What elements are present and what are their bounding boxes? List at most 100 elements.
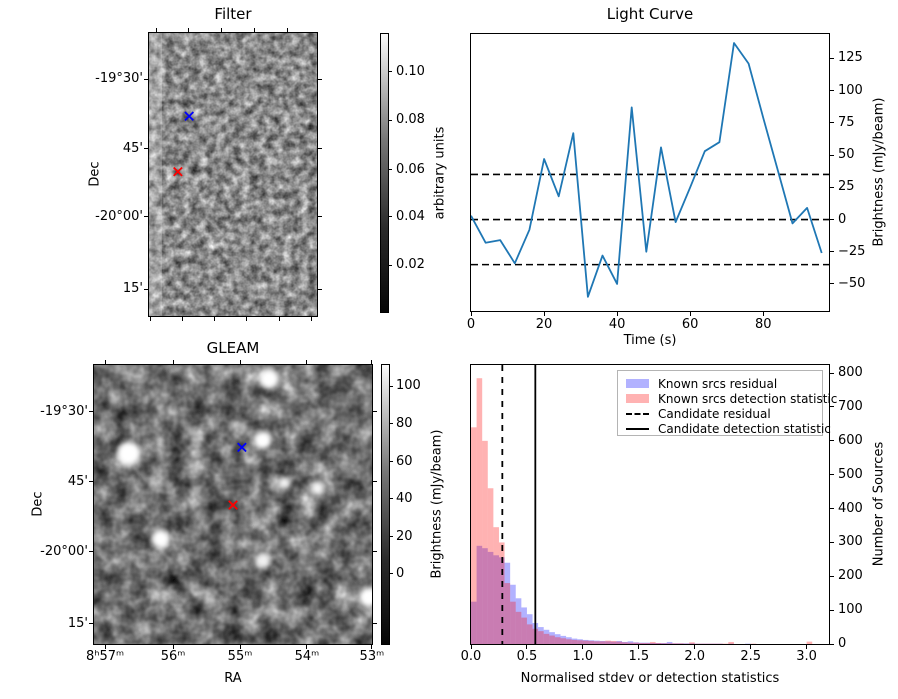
tick-label: 55ᵐ (227, 649, 253, 664)
tick-label: 15' (67, 615, 88, 631)
tick-label: 53ᵐ (359, 649, 385, 664)
axis-tick-mark (286, 28, 288, 32)
histogram-bar-blue (577, 639, 583, 644)
tick-label: -19°30' (40, 403, 88, 419)
axis-tick-mark (389, 119, 392, 121)
axis-tick-mark (470, 312, 472, 316)
gleam-source-blob (310, 481, 325, 496)
histogram-bar-pink (806, 641, 813, 644)
axis-tick-mark (616, 312, 618, 316)
histogram-bar-blue (549, 632, 555, 644)
gleam-source-blob (212, 511, 223, 522)
axis-tick-mark (156, 28, 158, 32)
gleam-source-blob (253, 431, 272, 450)
histogram-bar-blue (633, 642, 639, 644)
histogram-bar-pink (521, 617, 527, 644)
gleam-source-blob (108, 395, 119, 406)
histogram-bar-pink (504, 583, 511, 644)
axis-tick-mark (830, 541, 834, 543)
tick-label: 0 (838, 636, 847, 651)
histogram-y-axis-label: Number of Sources (871, 441, 887, 567)
histogram-bar-pink (677, 643, 684, 644)
gleam-panel-title: GLEAM (206, 339, 260, 357)
axis-tick-mark (239, 645, 241, 649)
axis-tick-mark (89, 481, 93, 483)
axis-tick-mark (830, 406, 834, 408)
light-curve-y-axis-label: Brightness (mJy/beam) (871, 97, 887, 247)
gleam-source-blob (116, 441, 141, 466)
histogram-bar-pink (633, 642, 639, 644)
histogram-bar-blue (650, 642, 656, 644)
axis-tick-mark (830, 219, 834, 221)
histogram-bar-pink (560, 638, 567, 644)
tick-label: 100 (838, 602, 863, 618)
axis-tick-mark (318, 78, 322, 80)
histogram-bar-blue (605, 641, 611, 644)
tick-label: 0 (466, 317, 476, 332)
histogram-bar-pink (476, 378, 483, 644)
axis-tick-mark (306, 360, 308, 364)
filter-noise-image (149, 33, 317, 316)
histogram-bar-pink (728, 641, 734, 644)
axis-tick-mark (543, 312, 545, 316)
histogram-bar-pink (515, 611, 522, 644)
histogram-bar-blue (655, 642, 662, 644)
axis-tick-mark (172, 645, 174, 649)
histogram-bar-blue (521, 607, 527, 644)
gleam-y-axis-label: Dec (30, 491, 46, 517)
tick-label: -20°00' (95, 208, 143, 224)
histogram-bar-pink (582, 640, 589, 644)
axis-tick-mark (830, 643, 834, 645)
axis-tick-mark (371, 645, 373, 649)
tick-label: -19°30' (95, 71, 143, 87)
histogram-bar-pink (510, 601, 516, 644)
histogram-bar-blue (566, 637, 572, 644)
axis-tick-mark (830, 154, 834, 156)
axis-tick-mark (526, 645, 528, 649)
axis-tick-mark (830, 609, 834, 611)
axis-tick-mark (254, 28, 256, 32)
histogram-bar-blue (599, 640, 606, 644)
tick-label: 0 (396, 565, 405, 581)
axis-tick-mark (390, 536, 393, 538)
light-curve-plot (471, 42, 829, 298)
tick-label: 0.04 (396, 208, 425, 224)
tick-label: 0.5 (516, 649, 538, 664)
tick-label: 2.5 (740, 649, 762, 664)
histogram-bar-pink (666, 643, 673, 644)
axis-tick-mark (390, 423, 393, 425)
histogram-bar-blue (638, 642, 645, 644)
tick-label: 0.02 (396, 257, 425, 273)
tick-label: 40 (608, 317, 626, 332)
tick-label: 1.0 (572, 649, 594, 664)
histogram-bar-blue (683, 643, 690, 644)
tick-label: 8ʰ57ᵐ (85, 649, 125, 664)
tick-label: 3.0 (796, 649, 817, 664)
histogram-bar-blue (672, 643, 678, 644)
axis-tick-mark (638, 645, 640, 649)
gleam-source-blob (315, 406, 324, 415)
histogram-x-axis-label: Normalised stdev or detection statistics (520, 671, 780, 686)
red-cross-marker (228, 500, 238, 510)
axis-tick-mark (373, 551, 377, 553)
axis-tick-mark (582, 645, 584, 649)
axis-tick-mark (830, 372, 834, 374)
tick-label: 0 (838, 211, 847, 227)
histogram-bar-pink (566, 639, 572, 644)
histogram-bar-pink (689, 642, 695, 644)
gleam-colorbar-label: Brightness (mJy/beam) (429, 429, 445, 579)
axis-tick-mark (389, 216, 392, 218)
histogram-bar-blue (610, 641, 617, 644)
histogram-bar-blue (627, 641, 634, 644)
axis-tick-mark (144, 216, 148, 218)
axis-tick-mark (306, 645, 308, 649)
tick-label: 80 (396, 415, 413, 431)
histogram-bar-blue (487, 551, 494, 644)
tick-label: 100 (396, 378, 421, 394)
filter-panel-title: Filter (214, 5, 252, 23)
gleam-source-blob (278, 477, 291, 490)
histogram-bar-blue (677, 643, 684, 644)
tick-label: 54ᵐ (294, 649, 320, 664)
histogram-bar-blue (482, 548, 488, 644)
tick-label: 45' (122, 140, 143, 156)
